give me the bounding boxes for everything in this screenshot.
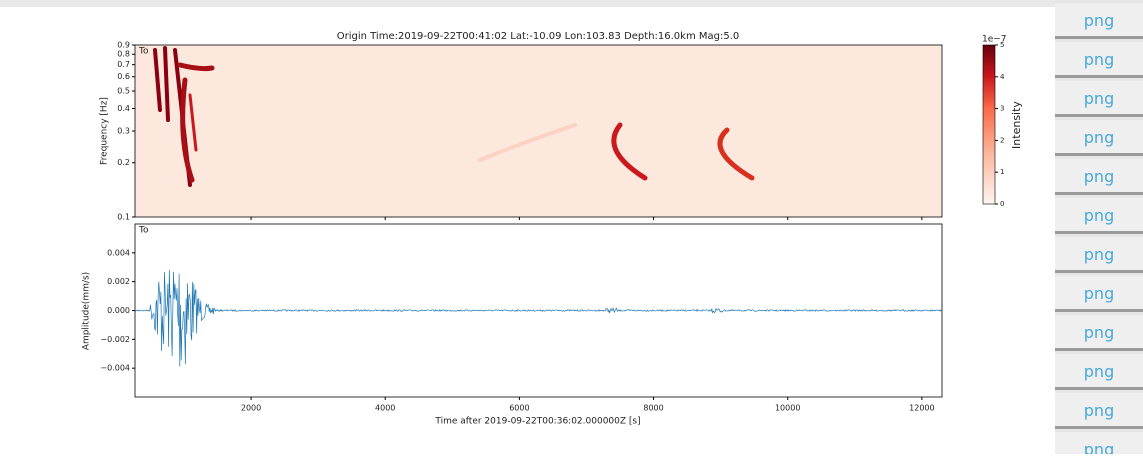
- y-tick-label: 0.002: [107, 277, 130, 286]
- png-link[interactable]: png: [1055, 3, 1143, 39]
- png-link[interactable]: png: [1055, 42, 1143, 78]
- y-tick-label: 0.4: [117, 104, 130, 113]
- colorbar-label: Intensity: [1010, 101, 1023, 149]
- y-tick-label: 0.6: [117, 72, 130, 81]
- colorbar-tick-label: 4: [1000, 73, 1005, 81]
- y-tick-label: 0.2: [117, 158, 130, 167]
- y-tick-label: 0.7: [117, 60, 130, 69]
- annotation: To: [138, 226, 149, 236]
- y-axis-label: Frequency [Hz]: [100, 97, 110, 165]
- y-tick-label: 0.1: [117, 213, 130, 222]
- x-tick-label: 4000: [375, 404, 395, 413]
- png-link[interactable]: png: [1055, 276, 1143, 312]
- png-link[interactable]: png: [1055, 237, 1143, 273]
- chart-title: Origin Time:2019-09-22T00:41:02 Lat:-10.…: [337, 31, 740, 42]
- png-link[interactable]: png: [1055, 393, 1143, 429]
- y-axis-label: Amplitude(mm/s): [82, 272, 92, 350]
- sidebar: png png png png png png png png png png png png: [1055, 0, 1143, 454]
- x-tick-label: 12000: [909, 404, 934, 413]
- figure: Origin Time:2019-09-22T00:41:02 Lat:-10.…: [0, 0, 1055, 427]
- png-link[interactable]: png: [1055, 198, 1143, 234]
- spectrogram-bg: [135, 45, 942, 217]
- png-link[interactable]: png: [1055, 159, 1143, 195]
- png-link[interactable]: png: [1055, 315, 1143, 351]
- y-tick-label: −0.004: [100, 364, 130, 373]
- spectrogram-energy: [153, 46, 755, 187]
- colorbar-tick-label: 0: [1000, 200, 1004, 208]
- colorbar-tick-label: 2: [1000, 136, 1004, 144]
- top-strip: [0, 0, 1055, 7]
- y-tick-label: 0.000: [107, 306, 130, 315]
- y-tick-label: 0.8: [117, 50, 130, 59]
- annotation: To: [138, 47, 149, 57]
- waveform-trace: [134, 269, 942, 367]
- png-link[interactable]: png: [1055, 354, 1143, 390]
- colorbar-tick-label: 5: [1000, 41, 1004, 49]
- colorbar: [982, 44, 996, 205]
- colorbar-tick-label: 3: [1000, 105, 1004, 113]
- x-tick-label: 6000: [509, 404, 529, 413]
- png-link[interactable]: png: [1055, 120, 1143, 156]
- y-tick-label: 0.3: [117, 127, 130, 136]
- y-tick-label: 0.9: [117, 41, 130, 50]
- x-tick-label: 10000: [775, 404, 800, 413]
- png-link[interactable]: png: [1055, 432, 1143, 454]
- y-tick-label: 0.5: [117, 87, 130, 96]
- y-tick-label: 0.004: [107, 248, 130, 257]
- colorbar-scale: 1e−7: [982, 35, 1007, 45]
- x-axis-label: Time after 2019-09-22T00:36:02.000000Z […: [434, 417, 640, 427]
- y-tick-label: −0.002: [100, 335, 130, 344]
- x-tick-label: 8000: [643, 404, 663, 413]
- x-tick-label: 2000: [241, 404, 261, 413]
- colorbar-tick-label: 1: [1000, 168, 1004, 176]
- png-link[interactable]: png: [1055, 81, 1143, 117]
